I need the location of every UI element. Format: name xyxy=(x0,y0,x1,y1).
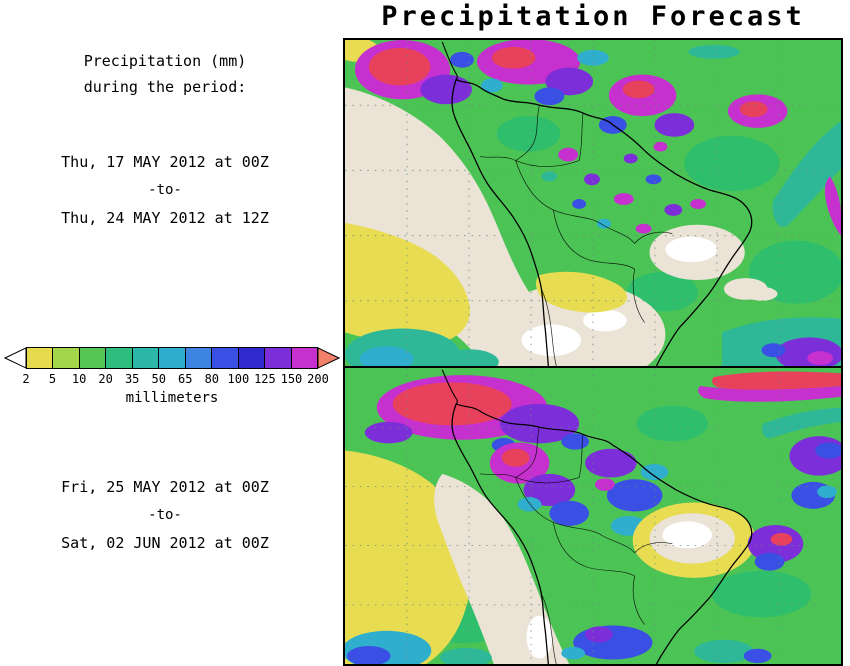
page-title: Precipitation Forecast xyxy=(381,1,805,32)
colorbar-row xyxy=(4,347,340,369)
colorbar-segment-5 xyxy=(53,348,80,368)
colorbar-tick-50: 50 xyxy=(151,372,166,386)
colorbar-segment-125 xyxy=(265,348,292,368)
colorbar-segment-80 xyxy=(212,348,239,368)
colorbar-segment-20 xyxy=(106,348,133,368)
colorbar-segments xyxy=(26,347,318,369)
colorbar-segment-100 xyxy=(238,348,266,368)
period-1: Thu, 17 MAY 2012 at 00Z -to- Thu, 24 MAY… xyxy=(0,152,330,228)
colorbar-under-arrow xyxy=(4,347,26,369)
precipitation-map-week1 xyxy=(345,40,841,366)
period-2-separator: -to- xyxy=(148,507,182,523)
precipitation-map-week2 xyxy=(345,368,841,664)
colorbar-tick-5: 5 xyxy=(48,372,57,386)
period-1-from: Thu, 17 MAY 2012 at 00Z xyxy=(61,153,269,171)
map-area xyxy=(343,38,843,666)
colorbar-tick-100: 100 xyxy=(227,372,250,386)
colorbar-tick-150: 150 xyxy=(280,372,303,386)
map-panel-week2 xyxy=(343,366,843,666)
map-panel-week1 xyxy=(343,38,843,368)
period-1-to: Thu, 24 MAY 2012 at 12Z xyxy=(61,209,269,227)
colorbar-segment-35 xyxy=(132,348,160,368)
colorbar-tick-80: 80 xyxy=(204,372,220,386)
colorbar-over-arrow xyxy=(318,347,340,369)
colorbar-segment-150 xyxy=(291,348,317,368)
colorbar-tick-20: 20 xyxy=(98,372,113,386)
precipitation-field-week1 xyxy=(345,40,841,366)
colorbar-segment-50 xyxy=(159,348,186,368)
legend-heading: Precipitation (mm) during the period: xyxy=(0,48,330,100)
colorbar-segment-10 xyxy=(79,348,107,368)
colorbar-segment-65 xyxy=(185,348,213,368)
period-2: Fri, 25 MAY 2012 at 00Z -to- Sat, 02 JUN… xyxy=(0,477,330,553)
colorbar-tick-200: 200 xyxy=(307,372,329,386)
period-1-separator: -to- xyxy=(148,182,182,198)
period-2-from: Fri, 25 MAY 2012 at 00Z xyxy=(61,478,269,496)
colorbar-segment-2 xyxy=(27,348,54,368)
legend-heading-line1: Precipitation (mm) xyxy=(83,52,247,70)
precipitation-field-week2 xyxy=(345,368,841,664)
colorbar-unit-label: millimeters xyxy=(125,390,219,406)
colorbar-tick-35: 35 xyxy=(124,372,140,386)
period-2-to: Sat, 02 JUN 2012 at 00Z xyxy=(61,534,269,552)
colorbar-ticks: 2 5 10 20 35 50 65 80 100 125 150 200 xyxy=(22,372,328,386)
colorbar-tick-65: 65 xyxy=(178,372,193,386)
legend-heading-line2: during the period: xyxy=(83,78,247,96)
colorbar-tick-125: 125 xyxy=(254,372,276,386)
colorbar-tick-2: 2 xyxy=(22,372,30,386)
colorbar: 2 5 10 20 35 50 65 80 100 125 150 200 millimeters xyxy=(4,347,340,406)
legend-sidebar: Precipitation (mm) during the period: Th… xyxy=(0,0,343,666)
colorbar-tick-10: 10 xyxy=(71,372,87,386)
